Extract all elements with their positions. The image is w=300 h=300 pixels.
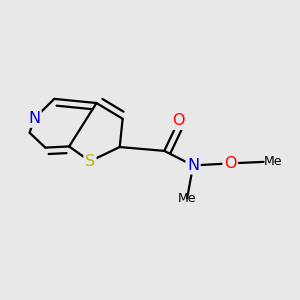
- Text: S: S: [85, 154, 95, 169]
- Text: N: N: [187, 158, 199, 173]
- Text: O: O: [172, 113, 185, 128]
- Text: Me: Me: [263, 155, 282, 168]
- Text: N: N: [28, 111, 40, 126]
- Text: Me: Me: [178, 192, 196, 205]
- Text: O: O: [224, 156, 236, 171]
